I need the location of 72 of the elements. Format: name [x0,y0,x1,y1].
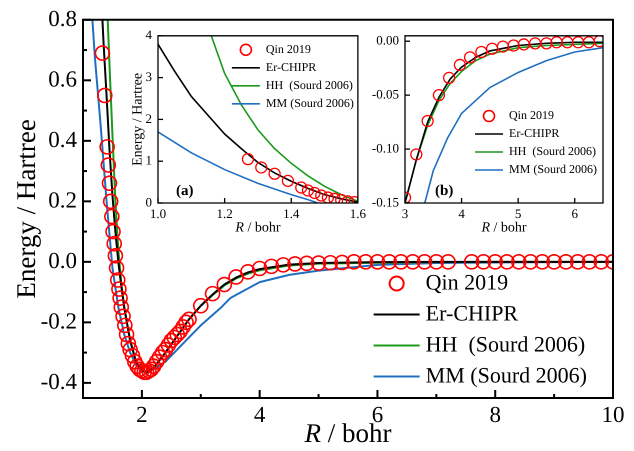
x-axis-title: R / bohr [480,220,527,236]
y-tick-label: -0.15 [372,194,399,210]
y-tick-label: 0.4 [48,126,78,152]
y-tick-label: 2 [146,110,152,126]
y-tick-label: 0.2 [48,187,77,212]
x-tick-label: 10 [602,402,624,427]
point [507,39,520,52]
legend-label: MM (Sourd 2006) [266,96,354,110]
y-tick-label: 4 [146,27,152,42]
point [421,114,434,128]
y-tick-label: -0.4 [40,368,78,394]
legend-label: Qin 2019 [426,269,508,294]
point [410,148,422,161]
y-tick-label: 0 [146,194,152,210]
y-tick-label: 0.6 [48,66,77,92]
point [328,192,341,203]
y-tick-label: 0.00 [376,32,399,48]
point [432,88,446,102]
legend-label: HH (Sourd 2006) [509,144,596,158]
x-tick-label: 4 [254,402,266,427]
point [496,40,510,53]
point [315,189,328,202]
point [255,161,268,174]
x-tick-label: 1.0 [150,206,166,222]
annotation: (a) [176,183,194,199]
point [528,37,542,50]
y-axis-title: Energy / Hartree [11,119,42,299]
point [582,36,595,48]
y-tick-label: -0.05 [372,86,399,102]
annotation: (b) [435,183,454,199]
legend-label: Er-CHIPR [509,126,560,140]
y-axis-title: Energy / Hartree [130,72,146,166]
legend-label: Er-CHIPR [426,300,518,326]
x-tick-label: 1.4 [283,206,300,222]
point [572,36,584,48]
x-tick-label: 6 [571,206,578,222]
x-axis-title: R / bohr [234,220,281,236]
point [561,36,574,48]
point [475,46,488,58]
point [550,36,563,48]
y-tick-label: 0.8 [48,6,77,31]
y-tick-label: 1 [146,152,152,168]
x-tick-label: 1.2 [216,206,233,222]
legend-label: HH (Sourd 2006) [266,78,353,92]
x-tick-label: 4 [458,206,466,222]
legend-label: MM (Sourd 2006) [509,162,598,176]
y-tick-label: 3 [146,69,152,84]
y-tick-label: 0.0 [48,248,77,273]
point [442,72,456,84]
legend-label: HH (Sourd 2006) [426,331,586,356]
point [268,168,281,180]
y-tick-label: -0.10 [372,140,399,156]
x-tick-label: 5 [514,206,522,222]
point [242,152,254,166]
point [464,51,476,64]
x-tick-label: 3 [402,206,408,222]
point [454,58,466,72]
point [322,191,334,203]
point [540,37,553,50]
legend-label: Qin 2019 [266,42,311,56]
legend-label: Qin 2019 [509,108,554,122]
legend-label: MM (Sourd 2006) [426,362,588,388]
point [295,181,308,194]
point [518,38,530,51]
y-tick-label: -0.2 [40,308,77,334]
point [282,174,294,187]
point [308,186,321,200]
point [302,184,314,197]
point [486,42,498,55]
x-tick-label: 8 [489,402,501,427]
legend-label: Er-CHIPR [266,60,316,74]
x-tick-label: 1.6 [350,206,366,222]
